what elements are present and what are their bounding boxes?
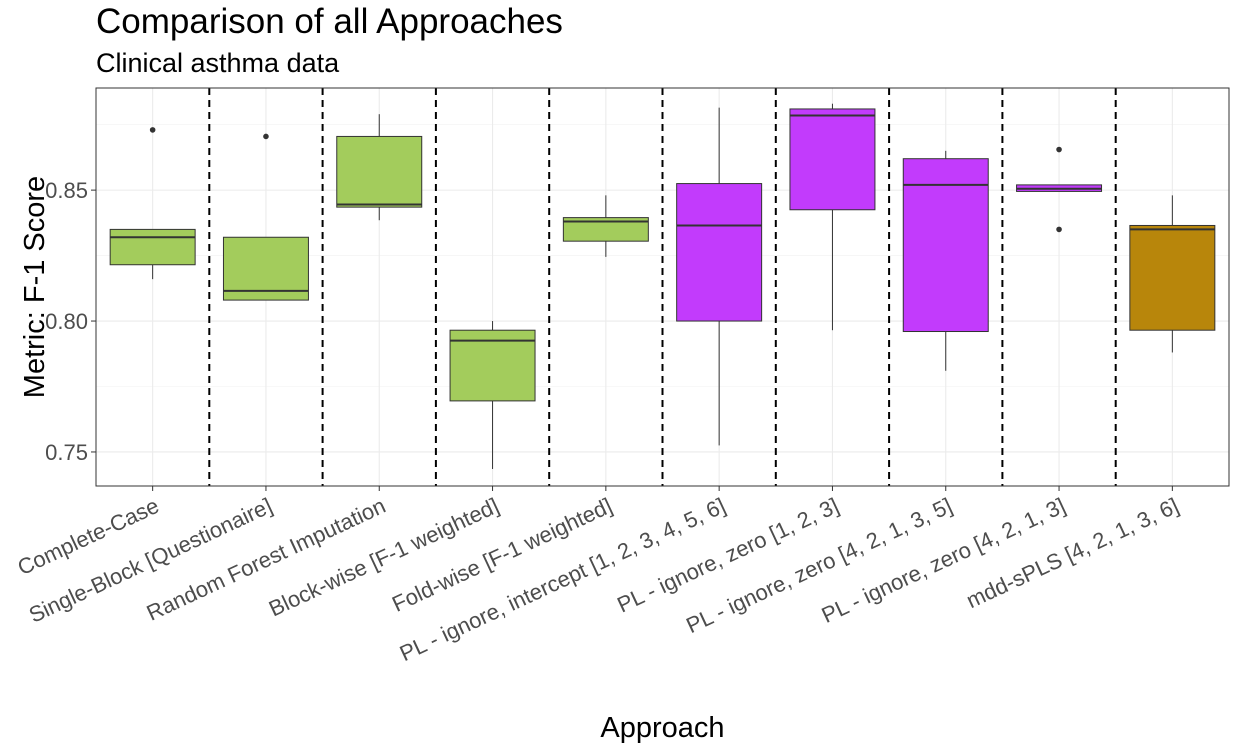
iqr-box xyxy=(109,228,196,266)
iqr-box xyxy=(676,183,763,322)
x-axis-title: Approach xyxy=(600,712,724,744)
chart-title: Comparison of all Approaches xyxy=(96,2,563,41)
iqr-box xyxy=(449,329,536,402)
y-tick-label: 0.80 xyxy=(45,309,88,334)
box-4 xyxy=(449,321,536,469)
outlier-point xyxy=(149,127,156,133)
box-6 xyxy=(676,107,763,446)
y-tick-label: 0.85 xyxy=(45,178,88,203)
iqr-box xyxy=(789,108,876,211)
iqr-box xyxy=(1129,224,1216,331)
iqr-box xyxy=(336,135,423,208)
box-9 xyxy=(1016,146,1103,233)
iqr-box xyxy=(222,236,309,301)
box-10 xyxy=(1129,195,1216,353)
y-tick-layer: 0.75 0.80 0.85 xyxy=(45,178,96,465)
x-tick-label: mdd-sPLS [4, 2, 1, 3, 6] xyxy=(962,493,1182,613)
separator-layer xyxy=(208,88,1117,486)
box-5 xyxy=(562,195,649,257)
iqr-box xyxy=(562,217,649,242)
chart-subtitle: Clinical asthma data xyxy=(96,48,340,78)
box-layer xyxy=(109,103,1216,469)
outlier-point xyxy=(1056,146,1062,153)
y-tick-label: 0.75 xyxy=(45,440,88,465)
y-axis-title: Metric: F-1 Score xyxy=(19,176,51,398)
box-3 xyxy=(336,114,423,221)
box-1 xyxy=(109,127,196,280)
plot-panel-border xyxy=(95,87,1230,487)
outlier-point xyxy=(1056,226,1062,233)
outlier-point xyxy=(263,133,269,140)
box-7 xyxy=(789,103,876,331)
iqr-box xyxy=(902,158,989,333)
box-2 xyxy=(222,133,309,301)
box-8 xyxy=(902,150,989,371)
